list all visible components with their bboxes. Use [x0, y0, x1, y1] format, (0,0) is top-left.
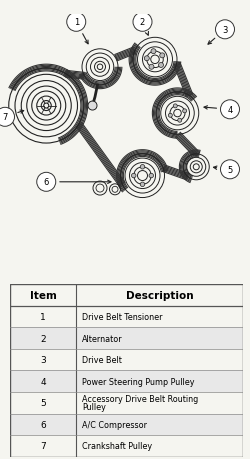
Circle shape: [216, 21, 234, 40]
Circle shape: [0, 108, 14, 127]
Text: Alternator: Alternator: [82, 334, 123, 343]
Text: Description: Description: [126, 291, 193, 300]
Text: 4: 4: [228, 106, 232, 115]
Text: 6: 6: [40, 420, 46, 429]
Text: Drive Belt Tensioner: Drive Belt Tensioner: [82, 313, 162, 321]
Circle shape: [183, 110, 187, 113]
Text: 1: 1: [74, 18, 79, 27]
Circle shape: [144, 56, 149, 62]
Text: Crankshaft Pulley: Crankshaft Pulley: [82, 442, 152, 450]
Circle shape: [67, 13, 86, 32]
Circle shape: [149, 65, 154, 70]
Circle shape: [158, 63, 164, 68]
Circle shape: [168, 114, 172, 118]
Text: Item: Item: [30, 291, 56, 300]
Text: Drive Belt: Drive Belt: [82, 355, 122, 364]
Text: 4: 4: [40, 377, 46, 386]
Text: Accessory Drive Belt Routing: Accessory Drive Belt Routing: [82, 395, 198, 403]
Text: Power Steering Pump Pulley: Power Steering Pump Pulley: [82, 377, 194, 386]
Circle shape: [178, 119, 182, 123]
Text: 6: 6: [44, 178, 49, 187]
Text: 3: 3: [222, 26, 228, 35]
Circle shape: [37, 173, 56, 192]
Circle shape: [151, 50, 156, 55]
Text: 5: 5: [228, 165, 232, 174]
Text: Pulley: Pulley: [82, 402, 106, 411]
Text: A/C Compressor: A/C Compressor: [82, 420, 147, 429]
Text: 3: 3: [40, 355, 46, 364]
Text: 7: 7: [40, 442, 46, 450]
Text: 2: 2: [40, 334, 46, 343]
Circle shape: [140, 183, 145, 187]
Bar: [10, 328, 242, 349]
Circle shape: [149, 174, 154, 179]
Circle shape: [140, 165, 145, 170]
Circle shape: [220, 101, 240, 119]
Bar: [10, 414, 242, 435]
Circle shape: [88, 102, 97, 111]
Circle shape: [220, 161, 240, 179]
Bar: [10, 371, 242, 392]
Circle shape: [132, 174, 136, 179]
Circle shape: [173, 105, 177, 109]
Circle shape: [160, 54, 165, 59]
Text: 2: 2: [140, 18, 145, 27]
Text: 1: 1: [40, 313, 46, 321]
Text: 5: 5: [40, 398, 46, 408]
Text: 7: 7: [2, 113, 8, 122]
Circle shape: [133, 13, 152, 32]
